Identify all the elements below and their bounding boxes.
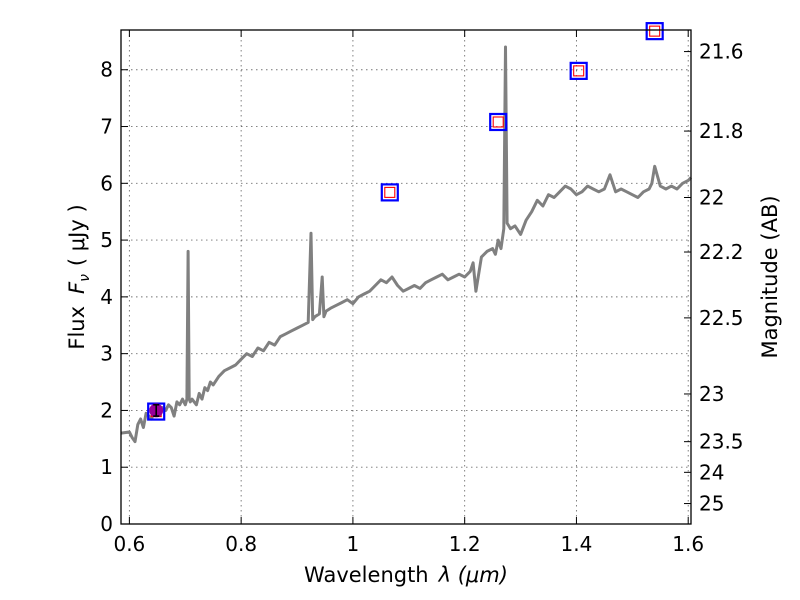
photometry-box-inner: [649, 25, 661, 37]
magnitude-axis-label: Magnitude (AB): [758, 195, 782, 358]
plot-frame: [120, 29, 692, 525]
magnitude-tick-label: 23: [699, 382, 724, 406]
x-tick-label: 1: [347, 532, 360, 556]
x-tick-label: 1.6: [672, 532, 704, 556]
magnitude-tick-label: 22: [699, 186, 724, 210]
photometry-box-inner: [384, 186, 396, 198]
x-tick-label: 0.8: [225, 532, 257, 556]
magnitude-tick-label: 23.5: [699, 430, 744, 454]
y-tick-label: 5: [100, 228, 113, 252]
photometry-box-outer: [489, 112, 508, 132]
photometry-box-inner: [573, 65, 585, 77]
y-tick-label: 3: [100, 342, 113, 366]
y-tick-label: 2: [100, 398, 113, 422]
x-tick-label: 1.4: [561, 532, 593, 556]
x-tick-label: 1.2: [449, 532, 481, 556]
grid-lines: [121, 30, 691, 525]
y-axis-label: FluxFν( μJy ): [65, 204, 93, 349]
y-tick-label: 7: [100, 115, 113, 139]
magnitude-tick-label: 22.2: [699, 240, 744, 264]
spectrum-line: [120, 45, 693, 444]
magnitude-tick-label: 21.8: [699, 119, 744, 143]
photometry-box-outer: [645, 22, 664, 41]
y-tick-label: 8: [100, 58, 113, 82]
photometry-box-outer: [569, 61, 588, 80]
y-tick-label: 0: [100, 512, 113, 536]
magnitude-tick-label: 24: [699, 460, 724, 484]
y-tick-label: 6: [100, 171, 113, 195]
y-axis-ticks: 0 1 2 3 4 5 6 7 8: [100, 58, 128, 536]
y-tick-label: 1: [100, 455, 113, 479]
photometry-box-inner: [492, 116, 504, 128]
x-axis-label: Wavelength λ (μm): [304, 563, 508, 587]
magnitude-axis-ticks: 21.6 21.8 22 22.2 22.5 23 23.5 24 25: [684, 40, 744, 516]
magnitude-tick-label: 22.5: [699, 306, 744, 330]
magnitude-tick-label: 21.6: [699, 40, 744, 64]
x-tick-label: 0.6: [113, 532, 145, 556]
photometry-box-outer: [380, 183, 399, 202]
photometry-points: [147, 22, 664, 421]
x-axis-ticks: 0.6 0.8 1 1.2 1.4 1.6: [113, 30, 704, 556]
magnitude-tick-label: 25: [699, 492, 724, 516]
y-tick-label: 4: [100, 285, 113, 309]
